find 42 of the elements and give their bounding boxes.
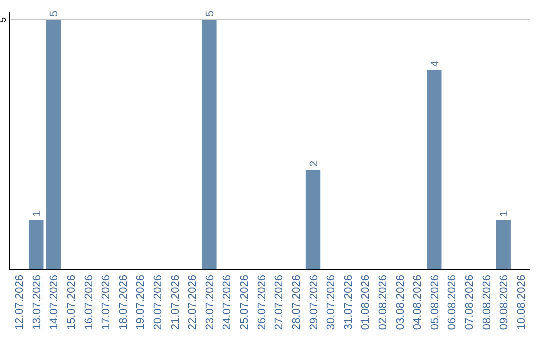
x-tick-label: 21.07.2026 — [170, 275, 182, 330]
x-tick-label: 18.07.2026 — [118, 275, 130, 330]
bar — [306, 170, 321, 270]
x-tick-label: 03.08.2026 — [394, 275, 407, 330]
x-tick-label: 27.07.2026 — [274, 275, 286, 330]
x-tick-label: 25.07.2026 — [239, 275, 252, 330]
x-tick-label: 29.07.2026 — [308, 275, 320, 330]
x-tick-label: 06.08.2026 — [446, 275, 459, 330]
data-label: 5 — [48, 10, 61, 17]
x-tick-label: 15.07.2026 — [66, 275, 78, 330]
x-tick-label: 30.07.2026 — [326, 275, 338, 330]
x-tick-label: 13.07.2026 — [31, 275, 44, 330]
data-label: 4 — [429, 60, 442, 67]
x-tick-label: 31.07.2026 — [342, 275, 355, 330]
x-tick-label: 14.07.2026 — [48, 275, 61, 330]
x-tick-label: 10.08.2026 — [516, 275, 528, 330]
x-tick-label: 23.07.2026 — [204, 275, 216, 330]
data-label: 1 — [498, 210, 511, 217]
x-tick-label: 02.08.2026 — [377, 275, 390, 330]
x-tick-label: 16.07.2026 — [83, 275, 96, 330]
x-tick-label: 26.07.2026 — [256, 275, 268, 330]
data-label: 2 — [308, 160, 320, 167]
bar — [202, 20, 217, 270]
x-tick-label: 04.08.2026 — [412, 275, 424, 330]
x-tick-label: 12.07.2026 — [14, 275, 26, 330]
bar — [29, 220, 44, 270]
x-tick-label: 09.08.2026 — [498, 275, 511, 330]
x-tick-label: 07.08.2026 — [464, 275, 476, 330]
x-tick-label: 22.07.2026 — [187, 275, 200, 330]
x-tick-label: 17.07.2026 — [100, 275, 113, 330]
x-tick-label: 05.08.2026 — [429, 275, 442, 330]
x-tick-label: 28.07.2026 — [290, 275, 303, 330]
x-tick-label: 08.08.2026 — [481, 275, 494, 330]
x-tick-label: 20.07.2026 — [152, 275, 165, 330]
bar — [46, 20, 62, 270]
bar — [496, 220, 511, 270]
x-tick-label: 01.08.2026 — [360, 275, 372, 330]
x-tick-label: 19.07.2026 — [135, 275, 148, 330]
data-label: 1 — [31, 210, 44, 217]
data-label: 5 — [204, 10, 216, 17]
x-tick-label: 24.07.2026 — [222, 275, 234, 330]
bar — [427, 70, 442, 270]
